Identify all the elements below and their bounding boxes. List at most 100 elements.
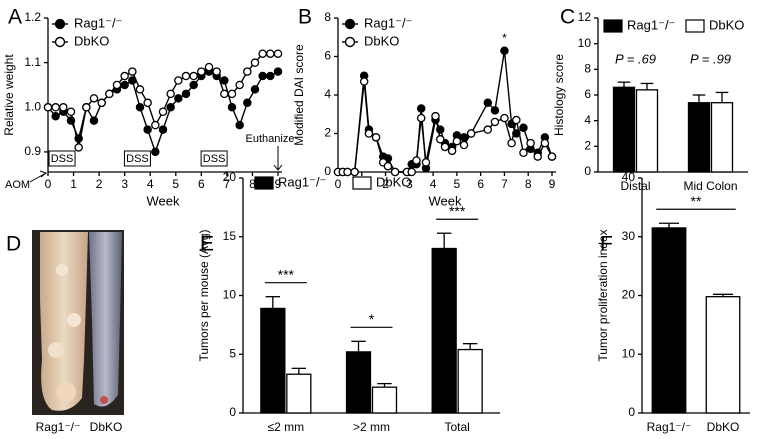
bar bbox=[651, 227, 687, 414]
marker bbox=[151, 147, 160, 157]
x-tick-label: 5 bbox=[454, 177, 461, 191]
marker bbox=[143, 98, 152, 108]
marker bbox=[166, 89, 175, 99]
marker bbox=[51, 111, 60, 121]
marker bbox=[364, 129, 374, 138]
marker bbox=[447, 146, 457, 156]
marker bbox=[250, 85, 260, 94]
marker bbox=[507, 138, 516, 148]
marker bbox=[431, 111, 440, 121]
legend-label: Rag1⁻/⁻ bbox=[627, 17, 675, 32]
marker bbox=[459, 140, 469, 150]
x-tick-label: >2 mm bbox=[353, 420, 390, 434]
marker bbox=[181, 71, 191, 81]
tumor bbox=[100, 396, 108, 404]
marker bbox=[490, 117, 500, 127]
y-axis-label: Tumor proliferation index bbox=[596, 229, 610, 361]
dss-box bbox=[200, 150, 228, 167]
euthanize-arrow bbox=[273, 146, 283, 171]
marker bbox=[519, 123, 528, 132]
marker bbox=[204, 62, 214, 72]
bar bbox=[635, 89, 659, 173]
x-tick-label: DbKO bbox=[707, 420, 740, 434]
marker bbox=[266, 71, 275, 81]
marker bbox=[51, 103, 60, 112]
marker bbox=[440, 142, 450, 152]
x-tick-label: Mid Colon bbox=[683, 179, 737, 193]
marker bbox=[135, 103, 145, 112]
chart: C Histology score 0 2 4 6 8 10 12 Rag1⁻/⁻ DbKO Dist… bbox=[552, 6, 748, 193]
bar bbox=[345, 351, 372, 414]
marker bbox=[452, 136, 462, 146]
marker bbox=[500, 113, 509, 123]
panel-letter: F bbox=[600, 233, 613, 256]
y-tick-label: 1.1 bbox=[24, 55, 41, 69]
marker bbox=[416, 104, 426, 113]
legend-swatch bbox=[603, 19, 623, 33]
photo: D Rag1⁻/⁻ DbKO bbox=[6, 230, 124, 434]
marker bbox=[435, 125, 445, 134]
significance-label: ** bbox=[691, 193, 702, 209]
marker bbox=[512, 129, 521, 138]
x-axis-label: Week bbox=[147, 193, 180, 208]
legend-swatch bbox=[254, 176, 274, 190]
marker bbox=[66, 116, 76, 125]
marker bbox=[490, 106, 500, 115]
y-tick-label: 6 bbox=[324, 49, 331, 63]
marker bbox=[512, 115, 521, 125]
marker bbox=[181, 89, 191, 99]
marker bbox=[547, 152, 557, 161]
legend-swatch bbox=[352, 176, 372, 190]
y-tick-label: 10 bbox=[223, 288, 237, 302]
significance-label: *** bbox=[278, 266, 295, 282]
y-axis-label: Relative weight bbox=[2, 54, 16, 136]
panel-letter: D bbox=[6, 233, 21, 256]
x-tick-label: 9 bbox=[549, 177, 556, 191]
x-tick-label: 0 bbox=[45, 177, 52, 191]
dss-box bbox=[48, 150, 76, 167]
marker bbox=[143, 125, 152, 134]
photo-label: DbKO bbox=[90, 420, 123, 434]
tumor bbox=[48, 342, 64, 358]
significance-label: * bbox=[369, 311, 375, 327]
marker bbox=[243, 67, 252, 76]
marker bbox=[243, 98, 252, 108]
x-tick-label: 6 bbox=[477, 177, 484, 191]
marker bbox=[383, 161, 393, 171]
marker bbox=[158, 107, 168, 116]
marker bbox=[350, 167, 359, 177]
marker bbox=[500, 46, 509, 55]
bar bbox=[687, 102, 711, 173]
marker bbox=[74, 134, 83, 143]
y-tick-label: 12 bbox=[578, 10, 592, 24]
marker bbox=[189, 71, 198, 81]
marker bbox=[212, 67, 221, 76]
legend-marker bbox=[54, 18, 66, 30]
legend-label: DbKO bbox=[364, 33, 399, 48]
chart: A Relative weight 0.9 1.0 1.1 1.2 0 1 2 3 4 5 6 7 8 9 We… bbox=[2, 6, 294, 209]
tumor bbox=[56, 382, 76, 402]
bar bbox=[705, 296, 741, 414]
marker bbox=[483, 98, 493, 107]
panel-letter: C bbox=[560, 6, 575, 29]
marker bbox=[343, 167, 352, 177]
y-tick-label: 40 bbox=[622, 170, 636, 184]
marker bbox=[220, 76, 229, 85]
y-axis-label: Modified DAI score bbox=[292, 44, 306, 146]
y-tick-label: 4 bbox=[324, 87, 331, 101]
photo-label: Rag1⁻/⁻ bbox=[36, 420, 81, 434]
bar bbox=[457, 348, 483, 414]
panel-letter: A bbox=[8, 6, 22, 29]
marker bbox=[390, 167, 400, 177]
marker bbox=[258, 71, 267, 81]
y-tick-label: 5 bbox=[229, 346, 236, 360]
marker bbox=[526, 138, 535, 148]
marker bbox=[189, 80, 198, 90]
y-tick-label: 2 bbox=[324, 126, 331, 140]
marker bbox=[266, 49, 275, 58]
marker bbox=[371, 133, 381, 142]
x-tick-label: ≤2 mm bbox=[268, 420, 305, 434]
marker bbox=[220, 89, 229, 99]
